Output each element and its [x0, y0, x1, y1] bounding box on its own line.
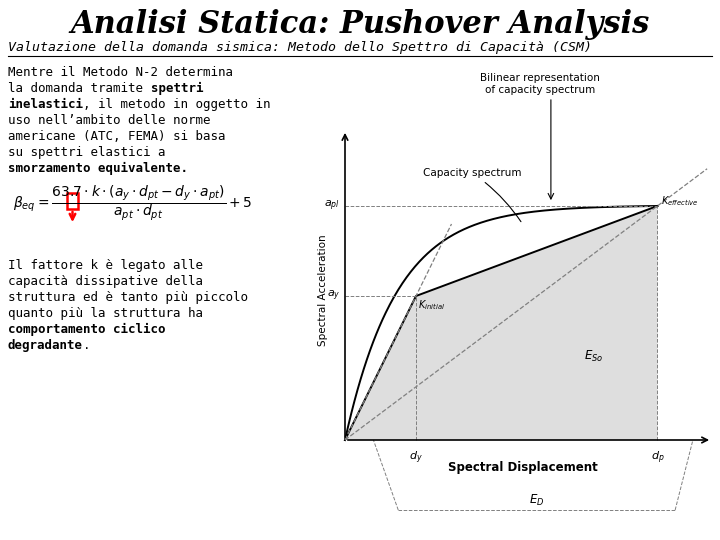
Polygon shape [345, 206, 657, 440]
Text: quanto più la struttura ha: quanto più la struttura ha [8, 307, 203, 320]
Text: $d_y$: $d_y$ [409, 450, 423, 467]
Text: $\beta_{eq} = \dfrac{63.7 \cdot k \cdot (a_y \cdot d_{pt} - d_y \cdot a_{pt})}{a: $\beta_{eq} = \dfrac{63.7 \cdot k \cdot … [13, 184, 253, 223]
Text: $K_{effective}$: $K_{effective}$ [662, 194, 699, 208]
Text: Spectral Acceleration: Spectral Acceleration [318, 234, 328, 346]
Text: Capacity spectrum: Capacity spectrum [423, 168, 521, 222]
Text: spettri: spettri [150, 82, 203, 95]
Text: .: . [83, 339, 91, 352]
Text: $a_{pl}$: $a_{pl}$ [324, 199, 340, 213]
Text: $E_{So}$: $E_{So}$ [584, 348, 603, 363]
Text: americane (ATC, FEMA) si basa: americane (ATC, FEMA) si basa [8, 130, 225, 143]
Text: $d_p$: $d_p$ [651, 450, 665, 467]
Text: smorzamento equivalente.: smorzamento equivalente. [8, 162, 188, 175]
Text: Bilinear representation
of capacity spectrum: Bilinear representation of capacity spec… [480, 73, 600, 95]
Text: $a_y$: $a_y$ [326, 289, 340, 303]
Text: comportamento ciclico: comportamento ciclico [8, 323, 166, 336]
Text: $K_{initial}$: $K_{initial}$ [418, 298, 445, 312]
Text: Analisi Statica: Pushover Analysis: Analisi Statica: Pushover Analysis [71, 9, 649, 39]
Text: su spettri elastici a: su spettri elastici a [8, 146, 166, 159]
Polygon shape [345, 206, 657, 440]
Text: uso nell’ambito delle norme: uso nell’ambito delle norme [8, 114, 210, 127]
Text: Il fattore k è legato alle: Il fattore k è legato alle [8, 259, 203, 272]
Text: degradante: degradante [8, 339, 83, 352]
Text: struttura ed è tanto più piccolo: struttura ed è tanto più piccolo [8, 291, 248, 304]
Text: Mentre il Metodo N-2 determina: Mentre il Metodo N-2 determina [8, 66, 233, 79]
Text: , il metodo in oggetto in: , il metodo in oggetto in [83, 98, 271, 111]
Text: Valutazione della domanda sismica: Metodo dello Spettro di Capacità (CSM): Valutazione della domanda sismica: Metod… [8, 42, 592, 55]
Text: la domanda tramite: la domanda tramite [8, 82, 150, 95]
Text: $E_D$: $E_D$ [529, 492, 544, 508]
Bar [67, 193, 78, 209]
Text: inelastici: inelastici [8, 98, 83, 111]
Text: Spectral Displacement: Spectral Displacement [448, 462, 598, 475]
Text: capacità dissipative della: capacità dissipative della [8, 275, 203, 288]
